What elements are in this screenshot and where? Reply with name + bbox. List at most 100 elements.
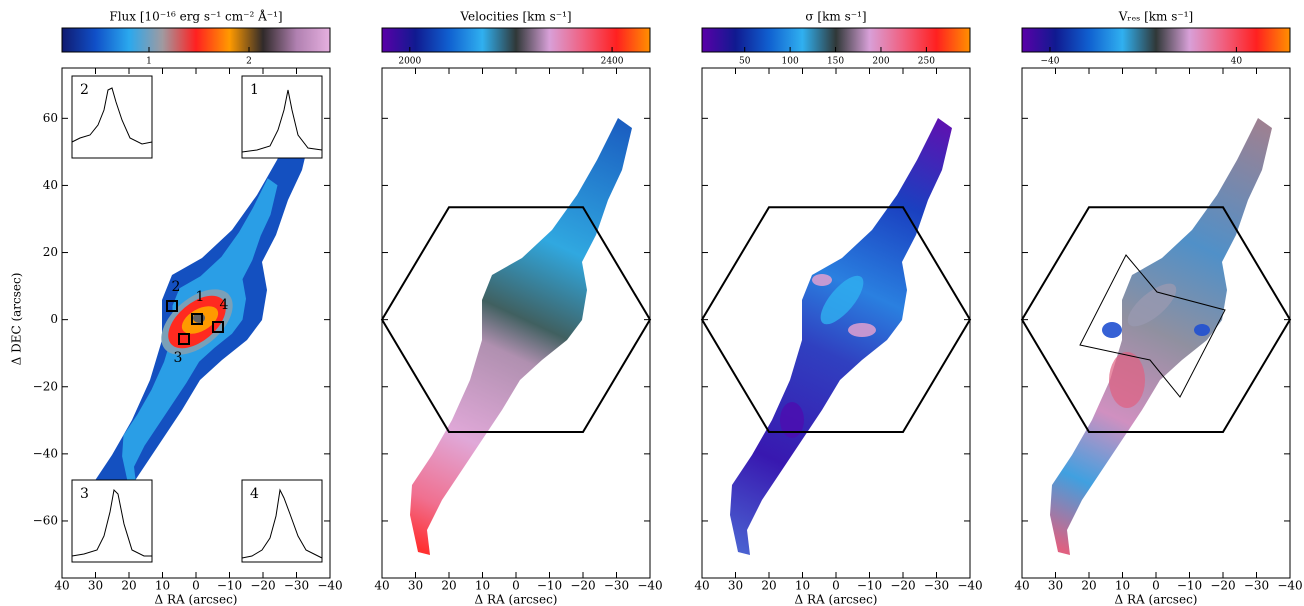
inset-spectrum	[71, 87, 153, 145]
colorbar-tick-label: −40	[1040, 57, 1059, 67]
aperture-label: 2	[172, 279, 181, 295]
colorbar-tick-label: 250	[918, 57, 935, 67]
x-tick-label: −10	[857, 579, 882, 593]
y-axis-label: Δ DEC (arcsec)	[10, 273, 24, 366]
colorbar-tick-label: 2000	[398, 57, 421, 67]
x-tick-label: −30	[284, 579, 309, 593]
map-image	[410, 118, 632, 555]
map-region	[820, 275, 864, 325]
colorbar-title: Vᵣₑₛ [km s⁻¹]	[1118, 10, 1193, 24]
map-region	[780, 402, 804, 438]
colorbar-tick-label: 100	[782, 57, 799, 67]
x-tick-label: −20	[890, 579, 915, 593]
x-axis-label: Δ RA (arcsec)	[1115, 593, 1198, 606]
x-tick-label: 0	[512, 579, 520, 593]
inset-label: 2	[80, 82, 89, 98]
aperture	[191, 313, 203, 325]
aperture	[166, 300, 178, 312]
inset	[71, 479, 153, 563]
aperture-label: 4	[220, 297, 229, 313]
y-tick-label: −20	[33, 379, 58, 393]
x-tick-label: 0	[832, 579, 840, 593]
x-tick-label: 20	[121, 579, 136, 593]
x-axis-label: Δ RA (arcsec)	[795, 593, 878, 606]
y-tick-label: 40	[43, 178, 58, 192]
x-tick-label: −20	[250, 579, 275, 593]
colorbar-tick-label: 2	[246, 57, 252, 67]
x-tick-label: 10	[475, 579, 490, 593]
y-tick-label: 60	[43, 111, 58, 125]
x-tick-label: −20	[570, 579, 595, 593]
map-image	[1050, 118, 1272, 555]
map-region	[1194, 324, 1210, 336]
inset-spectrum	[241, 89, 323, 153]
y-tick-label: −40	[33, 446, 58, 460]
map-region	[410, 118, 632, 555]
colorbar-tick-label: 1	[146, 57, 152, 67]
inset-label: 3	[80, 486, 89, 502]
x-tick-label: 30	[408, 579, 423, 593]
x-tick-label: 0	[1152, 579, 1160, 593]
x-tick-label: 10	[795, 579, 810, 593]
x-tick-label: −40	[317, 579, 342, 593]
x-tick-label: 30	[88, 579, 103, 593]
x-axis-label: Δ RA (arcsec)	[155, 593, 238, 606]
map-image	[90, 118, 312, 555]
aperture	[178, 333, 190, 345]
x-tick-label: −40	[637, 579, 662, 593]
x-tick-label: −30	[1244, 579, 1269, 593]
map-region	[730, 118, 952, 555]
y-tick-label: 20	[43, 245, 58, 259]
colorbar	[1021, 27, 1291, 53]
x-tick-label: −10	[217, 579, 242, 593]
x-tick-label: 40	[54, 579, 69, 593]
x-tick-label: 0	[192, 579, 200, 593]
map-image	[730, 118, 952, 555]
x-tick-label: 40	[1014, 579, 1029, 593]
x-tick-label: 10	[1115, 579, 1130, 593]
panel: Vᵣₑₛ [km s⁻¹] −40 40 40 30 20 10 0 −10 −20 −30 −40 Δ…	[1014, 10, 1302, 606]
map-region	[1050, 118, 1272, 555]
x-tick-label: 40	[694, 579, 709, 593]
x-tick-label: 30	[728, 579, 743, 593]
map-region	[1109, 352, 1145, 408]
y-tick-label: −60	[33, 513, 58, 527]
colorbar-tick-label: 50	[739, 57, 751, 67]
x-tick-label: −20	[1210, 579, 1235, 593]
x-tick-label: −30	[924, 579, 949, 593]
x-tick-label: −30	[604, 579, 629, 593]
aperture-label: 3	[174, 350, 183, 366]
colorbar-title: Flux [10⁻¹⁶ erg s⁻¹ cm⁻² Å⁻¹]	[109, 9, 282, 24]
colorbar-tick-label: 2400	[601, 57, 624, 67]
x-tick-label: 40	[374, 579, 389, 593]
inset-label: 1	[250, 82, 259, 98]
x-tick-label: −40	[1277, 579, 1302, 593]
inset-label: 4	[250, 486, 259, 502]
colorbar	[381, 27, 651, 53]
aperture-label: 1	[196, 289, 205, 305]
colorbar-tick-label: 150	[827, 57, 844, 67]
map-region	[848, 323, 876, 337]
y-tick-label: 0	[50, 312, 58, 326]
colorbar-tick-label: 40	[1231, 57, 1243, 67]
x-tick-label: 30	[1048, 579, 1063, 593]
inset-spectrum	[71, 488, 152, 557]
x-axis-label: Δ RA (arcsec)	[475, 593, 558, 606]
field-of-view	[1079, 254, 1226, 398]
x-tick-label: −10	[1177, 579, 1202, 593]
colorbar	[61, 27, 331, 53]
colorbar-title: Velocities [km s⁻¹]	[459, 10, 571, 24]
x-tick-label: 20	[441, 579, 456, 593]
map-region	[1102, 322, 1122, 338]
aperture	[212, 321, 224, 333]
x-tick-label: 20	[1081, 579, 1096, 593]
colorbar-title: σ [km s⁻¹]	[805, 10, 866, 24]
x-tick-label: −40	[957, 579, 982, 593]
x-tick-label: 20	[761, 579, 776, 593]
inset-spectrum	[241, 488, 323, 559]
panel: Flux [10⁻¹⁶ erg s⁻¹ cm⁻² Å⁻¹]1 240 30 20 10 0…	[10, 9, 343, 606]
colorbar-tick-label: 200	[872, 57, 889, 67]
